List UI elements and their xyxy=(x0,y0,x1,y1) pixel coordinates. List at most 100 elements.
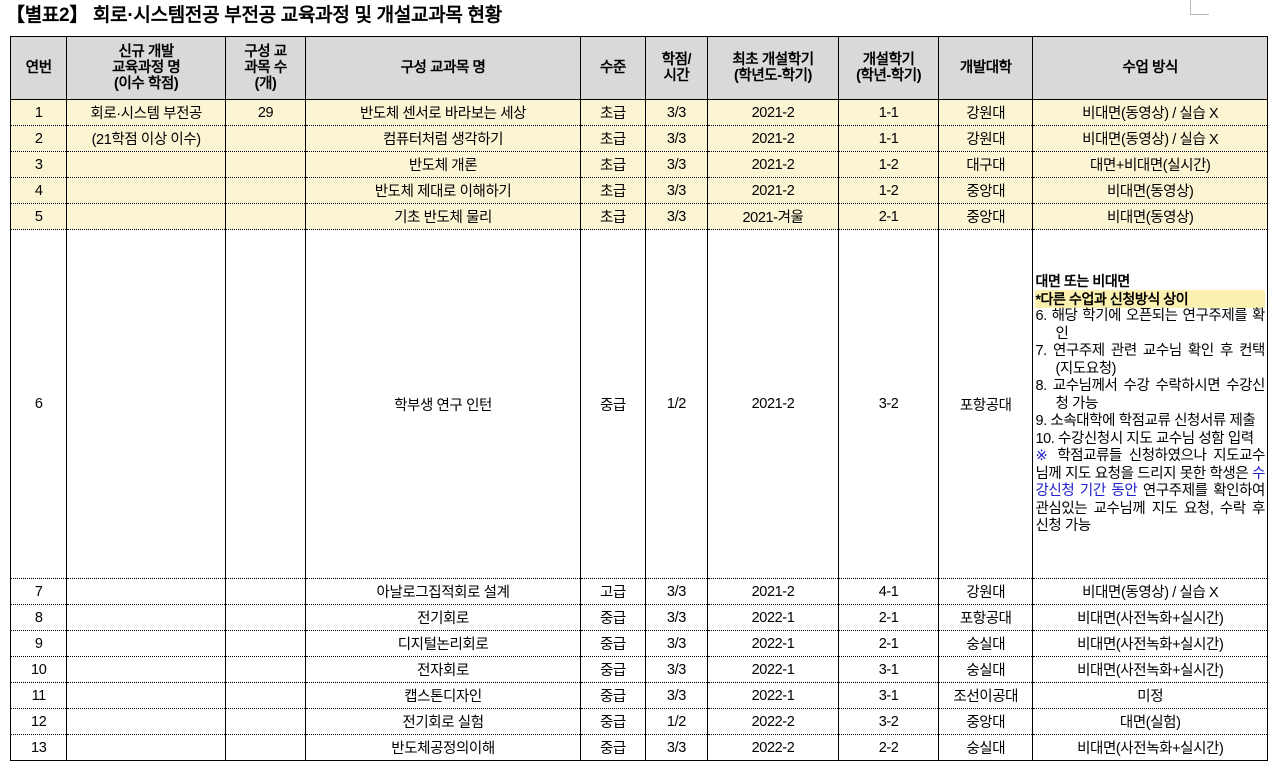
cell-subject: 캡스톤디자인 xyxy=(305,682,581,709)
cell-open-semester: 2-1 xyxy=(838,203,940,230)
table-row: 2 (21학점 이상 이수) 컴퓨터처럼 생각하기 초급 3/3 2021-2 1-1 강원대… xyxy=(9,125,1268,152)
table-row: 12 전기회로 실험 중급 1/2 2022-2 3-2 중앙대 대면(실험) xyxy=(9,708,1268,735)
cell-first-semester: 2022-1 xyxy=(706,604,840,631)
cell-first-semester: 2022-2 xyxy=(706,734,840,761)
cell-open-semester: 1-1 xyxy=(838,99,940,126)
method-detail-note: *다른 수업과 신청방식 상이 xyxy=(1035,290,1265,309)
col-header-program-line2: 교육과정 명 xyxy=(112,60,181,76)
cell-level: 중급 xyxy=(579,656,646,683)
cell-open-semester: 3-2 xyxy=(838,229,940,579)
cell-num: 6 xyxy=(9,229,68,579)
header-row: 연번 신규 개발 교육과정 명 (이수 학점) 구성 교 과목 수 (개) 구성… xyxy=(9,36,1268,100)
cell-num: 2 xyxy=(9,125,68,152)
cell-open-semester: 4-1 xyxy=(838,578,940,605)
method-detail-step: 8. 교수님께서 수강 수락하시면 수강신청 가능 xyxy=(1035,378,1265,412)
cell-program: 회로·시스템 부전공 xyxy=(66,99,226,126)
cell-subject: 기초 반도체 물리 xyxy=(305,203,581,230)
col-header-open-semester-line1: 개설학기 xyxy=(862,52,915,68)
cell-subject: 전자회로 xyxy=(305,656,581,683)
table-row: 1 회로·시스템 부전공 29 반도체 센서로 바라보는 세상 초급 3/3 2021-2 1… xyxy=(9,99,1268,126)
cell-university: 중앙대 xyxy=(938,708,1034,735)
table-row: 4 반도체 제대로 이해하기 초급 3/3 2021-2 1-2 중앙대 비대면(동영상) xyxy=(9,177,1268,204)
cell-count xyxy=(224,734,307,761)
cell-subject: 디지털논리회로 xyxy=(305,630,581,657)
col-header-program: 신규 개발 교육과정 명 (이수 학점) xyxy=(66,36,226,100)
cell-level: 중급 xyxy=(579,708,646,735)
cell-num: 7 xyxy=(9,578,68,605)
cell-first-semester: 2022-1 xyxy=(706,630,840,657)
table-row: 5 기초 반도체 물리 초급 3/3 2021-겨울 2-1 중앙대 비대면(동영상) xyxy=(9,203,1268,230)
cell-open-semester: 1-2 xyxy=(838,177,940,204)
cell-method-detail: 대면 또는 비대면 *다른 수업과 신청방식 상이 6. 해당 학기에 오픈되는 연… xyxy=(1032,229,1268,579)
course-table-wrapper: 연번 신규 개발 교육과정 명 (이수 학점) 구성 교 과목 수 (개) 구성… xyxy=(9,36,1268,761)
method-detail-footnote: ※ 학점교류들 신청하였으나 지도교수님께 지도 요청을 드리지 못한 학생은 … xyxy=(1035,448,1265,536)
col-header-credit: 학점/ 시간 xyxy=(644,36,708,100)
col-header-count: 구성 교 과목 수 (개) xyxy=(224,36,307,100)
cell-credit: 3/3 xyxy=(644,656,708,683)
cell-num: 9 xyxy=(9,630,68,657)
cell-method: 미정 xyxy=(1032,682,1268,709)
col-header-level: 수준 xyxy=(579,36,646,100)
cell-credit: 3/3 xyxy=(644,682,708,709)
table-row: 7 아날로그집적회로 설계 고급 3/3 2021-2 4-1 강원대 비대면(동영상) / … xyxy=(9,578,1268,605)
cell-subject: 아날로그집적회로 설계 xyxy=(305,578,581,605)
cell-open-semester: 3-2 xyxy=(838,708,940,735)
col-header-first-semester: 최초 개설학기 (학년도-학기) xyxy=(706,36,840,100)
col-header-subject: 구성 교과목 명 xyxy=(305,36,581,100)
cell-university: 숭실대 xyxy=(938,734,1034,761)
col-header-first-semester-line1: 최초 개설학기 xyxy=(732,52,814,68)
method-detail-step: 9. 소속대학에 학점교류 신청서류 제출 xyxy=(1035,413,1256,430)
cell-level: 중급 xyxy=(579,604,646,631)
cell-subject: 학부생 연구 인턴 xyxy=(305,229,581,579)
footnote-text-highlight: 수강신청 기간 동안 xyxy=(1035,465,1265,500)
table-row: 6 학부생 연구 인턴 중급 1/2 2021-2 3-2 포항공대 대면 또는 비대면 *다른… xyxy=(9,229,1268,579)
cell-open-semester: 2-1 xyxy=(838,630,940,657)
cell-count xyxy=(224,151,307,178)
cell-credit: 3/3 xyxy=(644,734,708,761)
col-header-first-semester-line2: (학년도-학기) xyxy=(734,68,812,84)
cell-first-semester: 2021-2 xyxy=(706,578,840,605)
page-corner-mark xyxy=(1190,0,1209,15)
page-title: 【별표2】 회로·시스템전공 부전공 교육과정 및 개설교과목 현황 xyxy=(6,5,502,26)
cell-method: 대면(실험) xyxy=(1032,708,1268,735)
col-header-count-line3: (개) xyxy=(254,76,277,92)
col-header-count-line1: 구성 교 xyxy=(244,44,287,60)
cell-credit: 1/2 xyxy=(644,229,708,579)
cell-level: 중급 xyxy=(579,229,646,579)
cell-level: 고급 xyxy=(579,578,646,605)
col-header-program-line1: 신규 개발 xyxy=(118,44,174,60)
cell-subject: 전기회로 실험 xyxy=(305,708,581,735)
cell-subject: 컴퓨터처럼 생각하기 xyxy=(305,125,581,152)
cell-open-semester: 1-2 xyxy=(838,151,940,178)
cell-subject: 반도체 제대로 이해하기 xyxy=(305,177,581,204)
cell-level: 초급 xyxy=(579,151,646,178)
cell-num: 1 xyxy=(9,99,68,126)
cell-first-semester: 2021-2 xyxy=(706,177,840,204)
cell-count xyxy=(224,229,307,579)
cell-credit: 3/3 xyxy=(644,203,708,230)
col-header-open-semester-line2: (학년-학기) xyxy=(856,68,922,84)
cell-credit: 3/3 xyxy=(644,151,708,178)
cell-credit: 3/3 xyxy=(644,125,708,152)
table-row: 10 전자회로 중급 3/3 2022-1 3-1 숭실대 비대면(사전녹화+실시간) xyxy=(9,656,1268,683)
cell-university: 숭실대 xyxy=(938,656,1034,683)
cell-first-semester: 2021-2 xyxy=(706,99,840,126)
footnote-marker: ※ xyxy=(1035,448,1058,465)
cell-university: 강원대 xyxy=(938,578,1034,605)
cell-university: 포항공대 xyxy=(938,604,1034,631)
cell-level: 초급 xyxy=(579,125,646,152)
cell-program xyxy=(66,630,226,657)
cell-method: 비대면(동영상) xyxy=(1032,177,1268,204)
col-header-num: 연번 xyxy=(9,36,68,100)
table-row: 13 반도체공정의이해 중급 3/3 2022-2 2-2 숭실대 비대면(사전녹화+실시간) xyxy=(9,734,1268,761)
cell-university: 중앙대 xyxy=(938,203,1034,230)
cell-num: 4 xyxy=(9,177,68,204)
cell-num: 12 xyxy=(9,708,68,735)
cell-num: 5 xyxy=(9,203,68,230)
cell-program xyxy=(66,203,226,230)
cell-level: 초급 xyxy=(579,177,646,204)
cell-university: 강원대 xyxy=(938,99,1034,126)
cell-level: 초급 xyxy=(579,99,646,126)
cell-first-semester: 2021-2 xyxy=(706,151,840,178)
cell-method: 대면+비대면(실시간) xyxy=(1032,151,1268,178)
